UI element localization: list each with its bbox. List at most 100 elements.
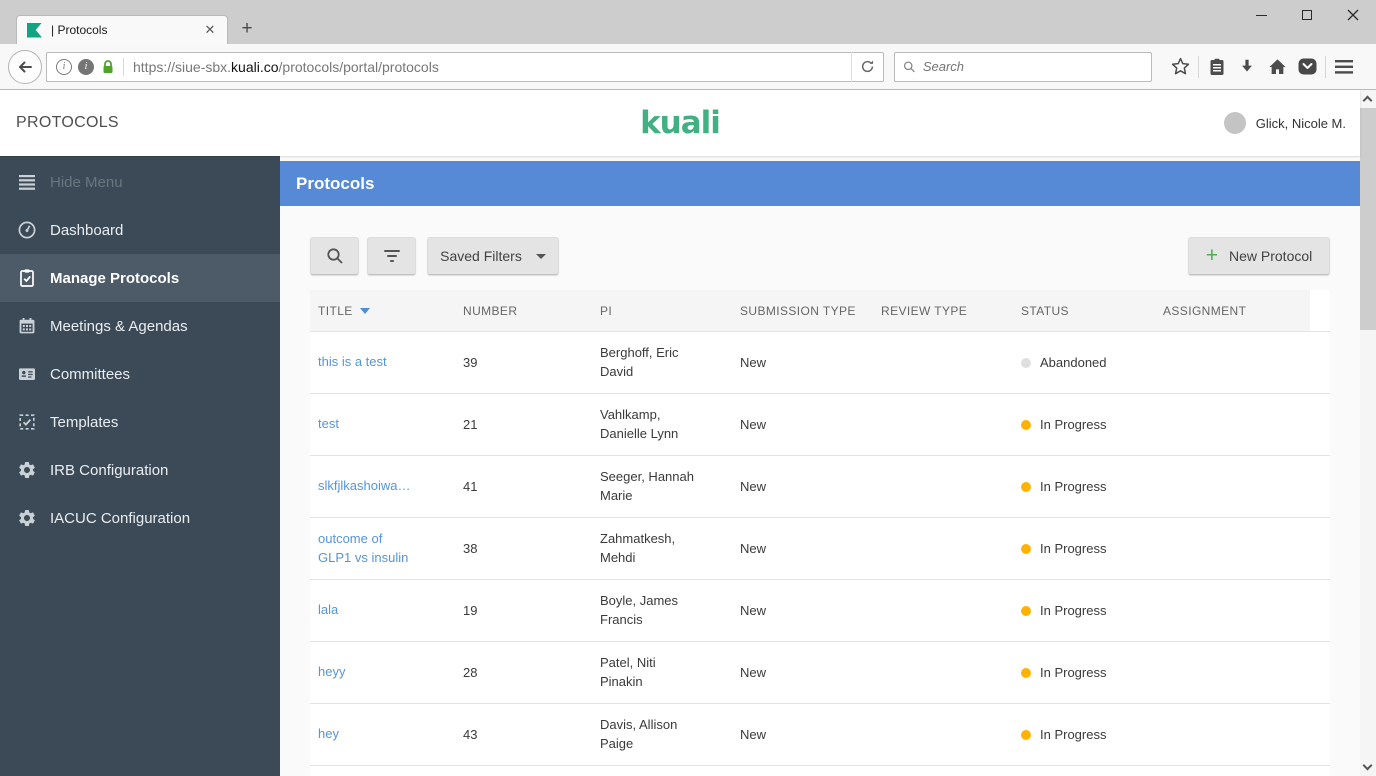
- user-name: Glick, Nicole M.: [1255, 115, 1346, 131]
- home-icon: [1268, 59, 1286, 75]
- page-title-bar: Protocols: [280, 161, 1360, 206]
- url-separator: [123, 57, 124, 76]
- protocol-title-link[interactable]: slkfjlkashoiwa…: [318, 478, 411, 494]
- scroll-down-icon[interactable]: [1362, 760, 1373, 771]
- cell-status: In Progress: [1013, 603, 1155, 618]
- scroll-up-icon[interactable]: [1362, 95, 1373, 106]
- cell-number: 21: [463, 417, 478, 432]
- https-lock-icon[interactable]: [101, 59, 115, 75]
- protocol-title-link[interactable]: heyy: [318, 664, 346, 680]
- maximize-button[interactable]: [1284, 0, 1330, 30]
- sidebar-item-meetings-agendas[interactable]: Meetings & Agendas: [0, 302, 280, 350]
- column-header-status[interactable]: STATUS: [1021, 303, 1069, 318]
- home-button[interactable]: [1262, 52, 1292, 82]
- cell-submission-type: New: [740, 541, 767, 556]
- column-header-number[interactable]: NUMBER: [463, 303, 518, 318]
- cell-submission-type: New: [740, 727, 767, 742]
- table-row: test 21 Vahlkamp, Danielle Lynn New In P…: [310, 394, 1330, 456]
- column-header-assignment[interactable]: ASSIGNMENT: [1163, 303, 1247, 318]
- saved-filters-dropdown[interactable]: Saved Filters: [427, 237, 559, 275]
- protocol-title-link[interactable]: test: [318, 416, 339, 432]
- search-input[interactable]: [922, 59, 1143, 74]
- cell-pi: Berghoff, Eric David: [600, 344, 679, 379]
- cell-submission-type: New: [740, 417, 767, 432]
- sidebar-item-manage-protocols[interactable]: Manage Protocols: [0, 254, 280, 302]
- cell-submission-type: New: [740, 355, 767, 370]
- column-header-pi[interactable]: PI: [600, 303, 613, 318]
- protocol-title-link[interactable]: this is a test: [318, 354, 387, 370]
- cell-number: 38: [463, 541, 478, 556]
- sidebar-item-committees[interactable]: Committees: [0, 350, 280, 398]
- calendar-icon: [17, 316, 37, 336]
- cell-submission-type: New: [740, 603, 767, 618]
- sidebar: Hide Menu Dashboard Manage Protocols: [0, 156, 280, 776]
- tab-title: | Protocols: [51, 23, 108, 37]
- url-bar[interactable]: i i https://siue-sbx.kuali.co/protocols/…: [46, 51, 884, 82]
- kuali-logo: kuali: [640, 105, 721, 141]
- table-header: TITLE NUMBER PI SUBMISSION TYPE REVIEW T…: [310, 290, 1330, 332]
- column-header-submission-type[interactable]: SUBMISSION TYPE: [740, 303, 856, 318]
- protocols-table: TITLE NUMBER PI SUBMISSION TYPE REVIEW T…: [310, 290, 1330, 776]
- scrollbar-thumb[interactable]: [1360, 108, 1376, 330]
- cell-pi: Davis, Allison Paige: [600, 716, 678, 751]
- plus-icon: +: [1205, 243, 1218, 267]
- status-label: In Progress: [1040, 417, 1107, 432]
- reload-button[interactable]: [851, 51, 883, 82]
- filter-button[interactable]: [367, 237, 416, 275]
- page-scrollbar[interactable]: [1360, 90, 1376, 776]
- download-icon: [1242, 59, 1252, 72]
- status-dot: [1021, 667, 1031, 678]
- search-button[interactable]: [310, 237, 359, 275]
- back-button[interactable]: [8, 49, 42, 84]
- kuali-favicon-icon: [27, 22, 42, 38]
- browser-titlebar: | Protocols ✕ +: [0, 0, 1376, 44]
- table-body: this is a test 39 Berghoff, Eric David N…: [310, 332, 1330, 766]
- table-row: slkfjlkashoiwa… 41 Seeger, Hannah Marie …: [310, 456, 1330, 518]
- status-label: In Progress: [1040, 727, 1107, 742]
- star-icon: [1171, 57, 1189, 75]
- main-content: Protocols Saved Filters: [280, 156, 1360, 776]
- sidebar-item-iacuc-configuration[interactable]: IACUC Configuration: [0, 494, 280, 542]
- column-header-spacer: [1310, 290, 1330, 331]
- column-header-title[interactable]: TITLE: [310, 304, 455, 318]
- user-menu[interactable]: Glick, Nicole M.: [1223, 112, 1346, 134]
- downloads-button[interactable]: [1232, 52, 1262, 82]
- app-header: PROTOCOLS kuali Glick, Nicole M.: [0, 90, 1360, 156]
- sidebar-item-hide-menu[interactable]: Hide Menu: [0, 158, 280, 206]
- sidebar-item-irb-configuration[interactable]: IRB Configuration: [0, 446, 280, 494]
- protocol-title-link[interactable]: lala: [318, 602, 339, 618]
- column-header-review-type[interactable]: REVIEW TYPE: [881, 303, 968, 318]
- minimize-icon: [1255, 14, 1267, 16]
- browser-search-box[interactable]: [894, 51, 1152, 82]
- page-info-icon[interactable]: i: [56, 58, 72, 75]
- protocol-title-link[interactable]: outcome of GLP1 vs insulin: [318, 530, 409, 565]
- cell-submission-type: New: [740, 665, 767, 680]
- new-protocol-button[interactable]: + New Protocol: [1188, 237, 1330, 275]
- minimize-button[interactable]: [1238, 0, 1284, 30]
- protocol-title-link[interactable]: hey: [318, 726, 339, 742]
- avatar: [1223, 112, 1246, 134]
- tab-close-icon[interactable]: ✕: [204, 22, 216, 37]
- filter-icon: [383, 250, 400, 262]
- status-dot: [1021, 419, 1031, 430]
- sidebar-item-templates[interactable]: Templates: [0, 398, 280, 446]
- menu-button[interactable]: [1329, 52, 1359, 82]
- pocket-button[interactable]: [1292, 52, 1322, 82]
- sidebar-item-dashboard[interactable]: Dashboard: [0, 206, 280, 254]
- bookmark-star-button[interactable]: [1165, 52, 1195, 82]
- search-icon: [326, 248, 343, 264]
- cell-pi: Vahlkamp, Danielle Lynn: [600, 406, 679, 441]
- status-dot: [1021, 481, 1031, 492]
- bookmarks-list-button[interactable]: [1202, 52, 1232, 82]
- clipboard-check-icon: [17, 268, 37, 288]
- cell-status: In Progress: [1013, 541, 1155, 556]
- close-button[interactable]: [1330, 0, 1376, 30]
- gauge-icon: [17, 220, 37, 240]
- new-tab-button[interactable]: +: [241, 18, 253, 39]
- cell-pi: Boyle, James Francis: [600, 592, 679, 627]
- cell-number: 39: [463, 355, 478, 370]
- search-icon: [903, 60, 915, 72]
- gear-icon: [17, 460, 37, 480]
- browser-tab[interactable]: | Protocols ✕: [16, 15, 228, 44]
- tracking-info-icon[interactable]: i: [78, 58, 94, 75]
